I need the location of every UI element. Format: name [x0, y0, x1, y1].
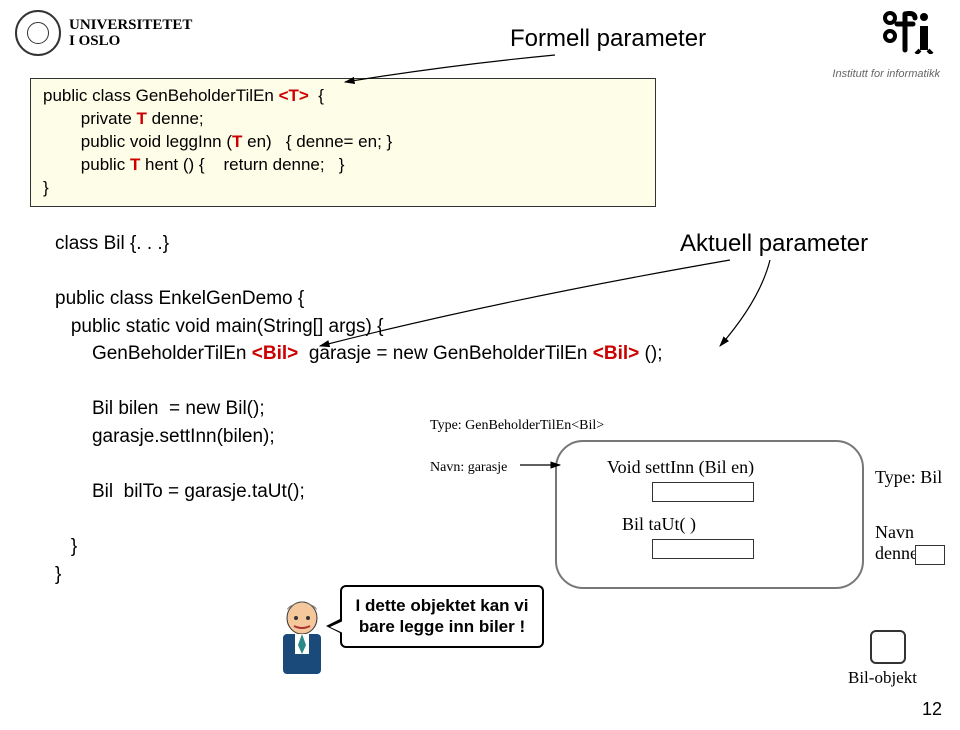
lc-l4c: garasje = new GenBeholderTilEn — [298, 343, 593, 364]
denne-rect — [915, 545, 945, 565]
obj-method-taut: Bil taUt( ) — [622, 514, 696, 535]
lc-l3: public static void main(String[] args) { — [55, 316, 383, 337]
code-l4c: hent () { return denne; } — [140, 155, 344, 174]
code-l2c: denne; — [147, 109, 204, 128]
speech-bubble: I dette objektet kan vi bare legge inn b… — [340, 585, 544, 648]
lc-l1: class Bil {. . .} — [55, 233, 169, 254]
code-l4b: T — [130, 155, 140, 174]
code-l5: } — [43, 178, 49, 197]
code-l2a: private — [43, 109, 137, 128]
code-l1a: public class GenBeholderTilEn — [43, 86, 279, 105]
code-l1c: { — [309, 86, 324, 105]
code-l3b: T — [232, 132, 242, 151]
ifi-logo: Institutt for informatikk — [832, 10, 940, 82]
page-number: 12 — [922, 699, 942, 720]
lc-l5: Bil bilen = new Bil(); — [55, 398, 265, 419]
type-bil-label: Type: Bil — [875, 467, 942, 488]
uio-logo-line2: I OSLO — [69, 33, 120, 49]
bil-objekt-rect — [870, 630, 906, 664]
obj-method-settinn: Void settInn (Bil en) — [607, 457, 754, 478]
code-box: public class GenBeholderTilEn <T> { priv… — [30, 78, 656, 207]
lc-l9: } — [55, 564, 61, 585]
lc-l7: Bil bilTo = garasje.taUt(); — [55, 481, 305, 502]
formell-parameter-label: Formell parameter — [510, 25, 706, 53]
aktuell-parameter-label: Aktuell parameter — [680, 230, 868, 258]
uio-logo-text: UNIVERSITETET I OSLO — [69, 17, 192, 50]
uio-logo-line1: UNIVERSITETET — [69, 17, 192, 33]
ifi-mark-icon — [880, 19, 940, 63]
bil-objekt-label: Bil-objekt — [848, 668, 917, 688]
code-l2b: T — [137, 109, 147, 128]
lc-l4d: <Bil> — [593, 343, 639, 364]
method1-rect — [652, 482, 754, 502]
lc-l4b: <Bil> — [252, 343, 298, 364]
method2-rect — [652, 539, 754, 559]
obj-type-header: Type: GenBeholderTilEn<Bil> — [430, 418, 604, 434]
uio-logo: UNIVERSITETET I OSLO — [15, 10, 192, 56]
lc-l8: } — [55, 536, 77, 557]
code-l4a: public — [43, 155, 130, 174]
person-icon — [275, 600, 330, 680]
uio-seal-icon — [15, 10, 61, 56]
lc-l4a: GenBeholderTilEn — [55, 343, 252, 364]
obj-name-header: Navn: garasje — [430, 460, 507, 476]
object-box: Void settInn (Bil en) Bil taUt( ) — [555, 440, 864, 589]
ifi-subtitle: Institutt for informatikk — [832, 68, 940, 80]
lc-l4e: (); — [639, 343, 662, 364]
lc-l2: public class EnkelGenDemo { — [55, 288, 304, 309]
code-l3c: en) { denne= en; } — [242, 132, 392, 151]
code-l3a: public void leggInn ( — [43, 132, 232, 151]
code-l1b: <T> — [279, 86, 309, 105]
lc-l6: garasje.settInn(bilen); — [55, 426, 275, 447]
